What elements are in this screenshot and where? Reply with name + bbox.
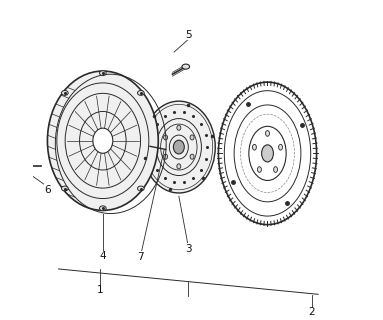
Ellipse shape	[47, 71, 158, 210]
Text: 4: 4	[100, 251, 106, 261]
Ellipse shape	[100, 206, 106, 211]
Ellipse shape	[257, 167, 261, 172]
Ellipse shape	[262, 145, 273, 162]
Ellipse shape	[190, 154, 194, 159]
Ellipse shape	[62, 186, 68, 191]
Ellipse shape	[278, 144, 283, 150]
Ellipse shape	[164, 135, 168, 140]
Ellipse shape	[15, 164, 23, 169]
Ellipse shape	[190, 135, 194, 140]
Text: 5: 5	[185, 30, 192, 40]
Ellipse shape	[100, 71, 106, 76]
Ellipse shape	[137, 91, 144, 95]
Ellipse shape	[252, 144, 256, 150]
Ellipse shape	[177, 164, 181, 169]
Text: 1: 1	[97, 285, 103, 295]
Ellipse shape	[182, 64, 190, 69]
Text: 2: 2	[309, 307, 315, 317]
Ellipse shape	[137, 186, 144, 191]
Ellipse shape	[249, 126, 286, 180]
Ellipse shape	[273, 167, 278, 172]
Ellipse shape	[164, 154, 168, 159]
Ellipse shape	[218, 82, 317, 225]
Ellipse shape	[93, 128, 113, 153]
Text: 6: 6	[44, 185, 51, 195]
Ellipse shape	[173, 140, 184, 154]
Ellipse shape	[177, 125, 181, 130]
Ellipse shape	[265, 131, 270, 136]
Ellipse shape	[62, 91, 68, 95]
Text: 7: 7	[137, 252, 144, 262]
Ellipse shape	[142, 101, 215, 193]
Text: 3: 3	[185, 244, 192, 254]
